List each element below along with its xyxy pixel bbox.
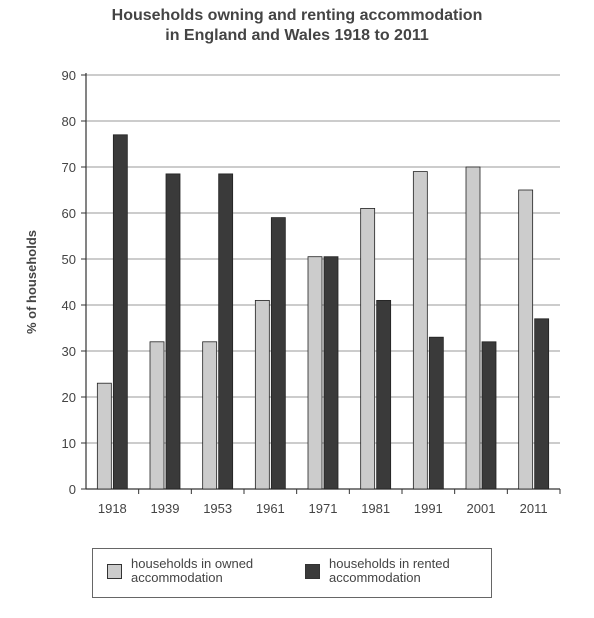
x-tick-label: 1971	[309, 501, 338, 516]
legend-swatch-rented	[305, 564, 320, 579]
y-tick-label: 80	[62, 114, 76, 129]
chart-title-line-2: in England and Wales 1918 to 2011	[165, 27, 429, 44]
bar-owned	[149, 341, 165, 490]
bar-owned	[518, 189, 534, 490]
x-tick-label: 1961	[256, 501, 285, 516]
y-tick-label: 0	[69, 482, 76, 497]
y-tick-label: 40	[62, 298, 76, 313]
x-tick-label: 1991	[414, 501, 443, 516]
bar-owned	[96, 382, 112, 490]
legend-item-owned: households in owned accommodation	[107, 557, 281, 585]
y-tick-label: 50	[62, 252, 76, 267]
legend-swatch-owned	[107, 564, 122, 579]
bar-rented	[270, 217, 286, 490]
y-tick-label: 60	[62, 206, 76, 221]
y-tick-label: 30	[62, 344, 76, 359]
x-tick-label: 1953	[203, 501, 232, 516]
y-tick-label: 70	[62, 160, 76, 175]
y-tick-label: 90	[62, 68, 76, 83]
legend-item-rented: households in rented accommodation	[305, 557, 479, 585]
bar-rented	[481, 341, 497, 490]
bar-owned	[307, 256, 323, 490]
bar-owned	[202, 341, 218, 490]
bar-rented	[165, 173, 181, 490]
x-tick-label: 1918	[98, 501, 127, 516]
bar-owned	[465, 166, 481, 490]
bar-owned	[254, 299, 270, 490]
x-tick-label: 2011	[520, 501, 548, 516]
bar-rented	[376, 299, 392, 490]
chart-legend: households in owned accommodation househ…	[92, 548, 492, 598]
y-tick-label: 20	[62, 390, 76, 405]
y-axis-label: % of households	[24, 230, 39, 334]
bar-owned	[412, 171, 428, 490]
bar-rented	[323, 256, 339, 490]
x-tick-label: 2001	[467, 501, 496, 516]
legend-label-rented: households in rented accommodation	[329, 556, 450, 585]
legend-label-owned: households in owned accommodation	[131, 556, 254, 585]
x-tick-label: 1981	[361, 501, 390, 516]
bar-rented	[112, 134, 128, 490]
bar-owned	[360, 207, 376, 490]
x-tick-label: 1939	[151, 501, 180, 516]
chart-title-line-1: Households owning and renting accommodat…	[111, 7, 483, 24]
bar-rented	[218, 173, 234, 490]
chart-title: Households owning and renting accommodat…	[0, 6, 594, 46]
y-tick-label: 10	[62, 436, 76, 451]
bar-rented	[428, 336, 444, 490]
bar-rented	[534, 318, 550, 490]
